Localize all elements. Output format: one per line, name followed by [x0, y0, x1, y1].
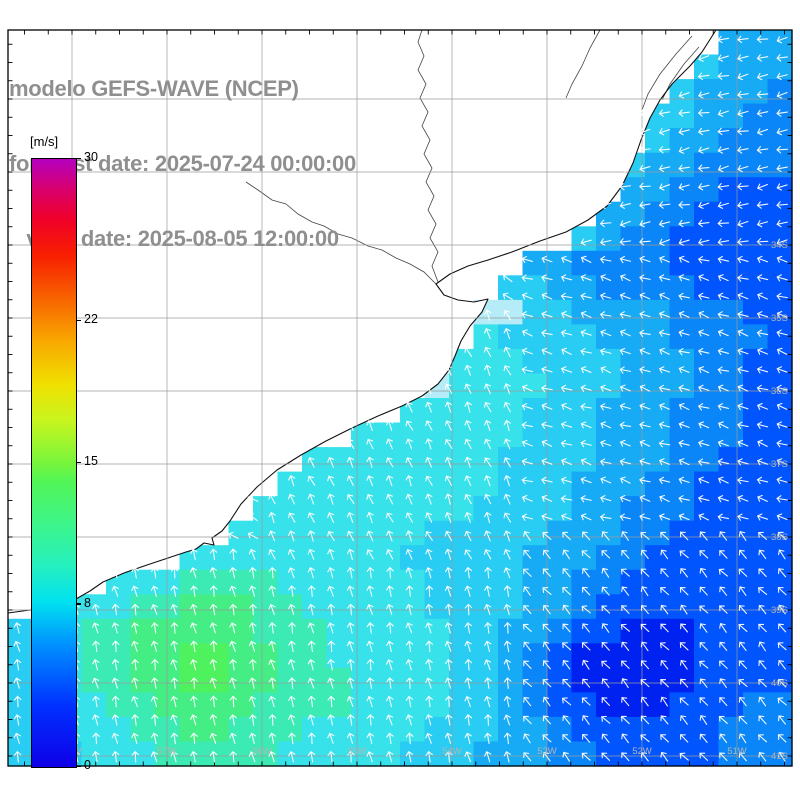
lon-label: 53W [537, 746, 557, 757]
colorbar-tick [76, 765, 81, 767]
colorbar: [m/s] 30 22 15 8 0 [30, 134, 98, 772]
lat-label: 39S [771, 605, 788, 616]
colorbar-tick [76, 461, 81, 463]
colorbar-tick-label: 0 [84, 758, 91, 772]
lat-label: 35S [771, 313, 788, 324]
axis-ticks [8, 30, 792, 766]
river-line [565, 29, 601, 99]
lat-label: 40S [771, 678, 788, 689]
axis-labels: 58W57W56W55W54W53W52W51W34S35S36S37S38S3… [62, 240, 788, 762]
colorbar-tick [76, 319, 81, 321]
colorbar-tick-label: 8 [84, 595, 91, 610]
lon-label: 52W [632, 746, 652, 757]
lat-label: 38S [771, 532, 788, 543]
lat-label: 41S [771, 751, 788, 762]
lon-label: 57W [157, 746, 177, 757]
lon-label: 54W [442, 746, 462, 757]
map-frame [7, 29, 793, 767]
lon-label: 56W [252, 746, 272, 757]
land-area [8, 30, 716, 613]
lat-label: 34S [771, 240, 788, 251]
colorbar-tick-label: 30 [84, 150, 98, 164]
lon-label: 55W [347, 746, 367, 757]
colorbar-gradient [31, 158, 77, 768]
colorbar-tick-label: 22 [84, 312, 98, 327]
river-line [417, 29, 439, 283]
colorbar-tick [76, 603, 81, 605]
colorbar-tick-label: 15 [84, 454, 98, 468]
lon-label: 51W [727, 746, 747, 757]
colorbar-tick [76, 157, 81, 159]
river-line [245, 181, 437, 285]
lat-label: 37S [771, 459, 788, 470]
lat-label: 36S [771, 386, 788, 397]
model-title: modelo GEFS-WAVE (NCEP) [9, 76, 299, 101]
colorbar-unit-label: [m/s] [30, 134, 59, 149]
